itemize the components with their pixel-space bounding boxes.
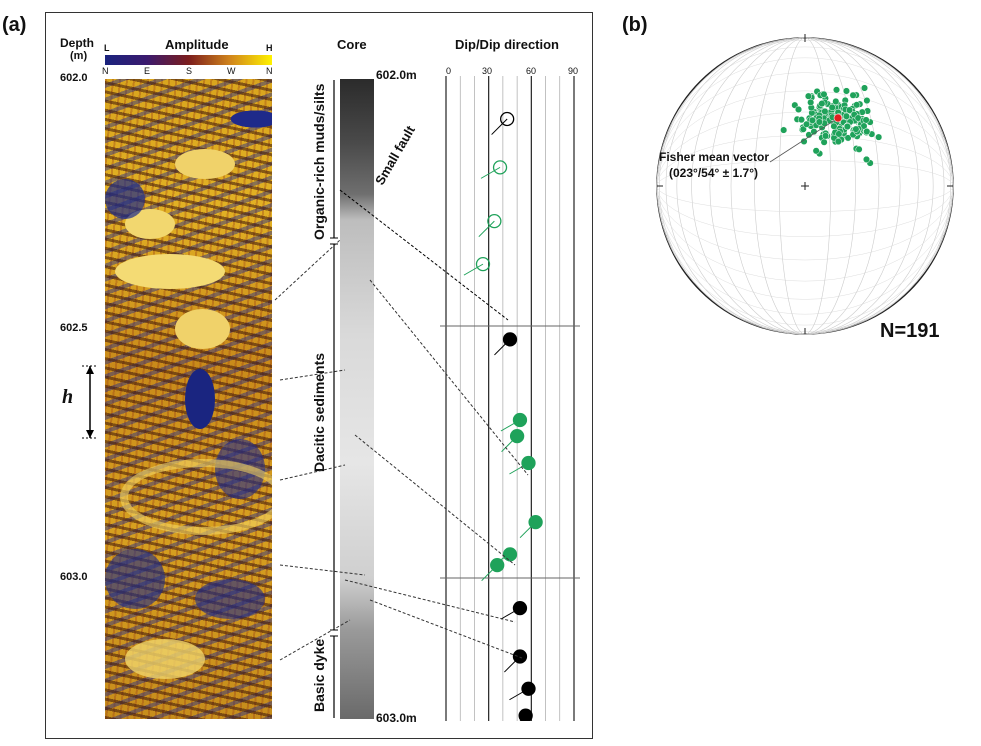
pole-point (802, 120, 811, 128)
core-top-label: 602.0m (376, 68, 417, 82)
pole-point (821, 132, 830, 140)
dir-tick-s: S (186, 66, 193, 76)
dip-tick-0: 0 (446, 66, 452, 76)
core-bottom-label: 603.0m (376, 711, 417, 725)
fisher-mean-title: Fisher mean vector (659, 150, 770, 164)
pole-point (844, 134, 852, 142)
pole-point (834, 137, 842, 146)
tadpole-1 (500, 111, 515, 127)
tadpole-11 (490, 557, 505, 573)
pole-point (815, 118, 823, 126)
fmi-amplitude-image (105, 79, 272, 719)
tadpole-9 (528, 514, 543, 530)
pole-point (842, 112, 850, 120)
pole-point (820, 138, 828, 146)
tadpole-3 (487, 213, 502, 229)
tadpole-2 (492, 160, 508, 175)
pole-point (797, 116, 805, 124)
tadpole-8 (521, 455, 536, 471)
pole-point (800, 137, 808, 145)
pole-point (852, 125, 860, 133)
panel-a-label: (a) (2, 14, 27, 36)
depth-tick-602-5: 602.5 (60, 322, 88, 334)
unit-brackets (330, 80, 338, 718)
tadpole-6 (512, 412, 528, 428)
core-title: Core (337, 37, 367, 52)
dip-tick-30: 30 (482, 66, 493, 76)
depth-unit: (m) (70, 50, 88, 62)
tadpole-tail (480, 166, 501, 179)
tadpole-14 (521, 681, 536, 696)
fisher-leader-line (769, 117, 839, 163)
amp-low-label: L (104, 43, 110, 53)
pole-point (830, 122, 838, 130)
dip-tadpole-plot (440, 76, 580, 721)
pole-point (855, 145, 863, 153)
pole-point (862, 155, 871, 163)
pole-points (769, 84, 883, 167)
fisher-mean-value: (023°/54° ± 1.7°) (669, 166, 759, 180)
amp-high-label: H (266, 43, 273, 53)
dip-title: Dip/Dip direction (455, 37, 559, 52)
pole-point (807, 98, 815, 106)
pole-point (849, 91, 857, 99)
tadpole-13 (512, 649, 528, 664)
panel-a-frame (45, 12, 593, 739)
pole-point (842, 87, 850, 95)
dip-tick-90: 90 (568, 66, 579, 76)
tadpole-tail (491, 118, 508, 135)
pole-point (860, 84, 869, 92)
dir-tick-w: W (227, 66, 236, 76)
pole-point (812, 147, 820, 155)
pole-point (863, 97, 871, 105)
pole-point (794, 105, 803, 114)
pole-point (804, 92, 812, 100)
h-label: h (62, 386, 74, 408)
tadpole-tail (478, 220, 495, 238)
pole-point (863, 127, 871, 136)
pole-point (780, 126, 788, 134)
dip-tick-60: 60 (526, 66, 537, 76)
pole-point (843, 123, 851, 131)
tadpole-5 (502, 332, 518, 347)
pole-point (832, 86, 841, 94)
panel-b-label: (b) (622, 14, 648, 36)
fisher-mean-point (833, 113, 843, 123)
depth-tick-602-0: 602.0 (60, 72, 88, 84)
tadpole-tail (463, 263, 484, 276)
dir-tick-n1: N (102, 66, 109, 76)
pole-point (853, 101, 861, 109)
depth-tick-603-0: 603.0 (60, 571, 88, 583)
pole-point (832, 97, 840, 105)
core-photo (340, 79, 374, 719)
tadpole-12 (512, 600, 528, 616)
dir-tick-e: E (144, 66, 151, 76)
pole-point (808, 116, 816, 124)
h-extent-arrow (82, 365, 98, 439)
tadpole-7 (509, 428, 525, 444)
pole-point (828, 103, 836, 111)
amplitude-title: Amplitude (165, 37, 229, 52)
pole-point (862, 116, 870, 124)
pole-point (835, 130, 843, 138)
pole-point (818, 100, 826, 108)
n-count-label: N=191 (880, 320, 940, 342)
pole-point (820, 90, 828, 98)
stereonet (656, 34, 954, 335)
pole-point (799, 125, 807, 133)
tadpole-10 (502, 547, 518, 562)
pole-point (846, 106, 854, 114)
tadpole-15 (518, 708, 533, 721)
correlation-lines (274, 189, 529, 661)
pole-point (875, 133, 883, 141)
dip-axis-ticks: 0 30 60 90 (440, 66, 590, 77)
tadpole-4 (475, 256, 491, 272)
amplitude-colorbar (105, 55, 272, 65)
dir-tick-n2: N (266, 66, 273, 76)
depth-header: Depth (60, 36, 94, 50)
pole-point (821, 107, 829, 115)
direction-axis: N E S W N (100, 66, 277, 77)
